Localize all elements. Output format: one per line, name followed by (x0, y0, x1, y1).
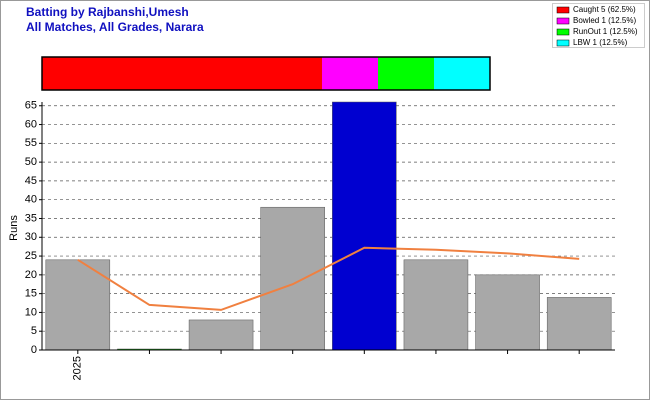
dismissal-segment (434, 57, 490, 90)
y-tick-label: 30 (25, 231, 37, 243)
dismissal-segment (322, 57, 378, 90)
dismissal-segment (42, 57, 322, 90)
dismissal-segment (378, 57, 434, 90)
bar (45, 259, 111, 351)
bar (332, 101, 397, 351)
y-tick-label: 45 (25, 175, 37, 187)
y-axis-label: Runs (8, 215, 20, 241)
legend-swatch (556, 28, 570, 36)
y-tick-label: 10 (25, 306, 37, 318)
y-tick-label: 55 (25, 137, 37, 149)
y-tick-label: 40 (25, 194, 37, 206)
chart-title: Batting by Rajbanshi,Umesh (26, 5, 189, 19)
legend-label: Bowled 1 (12.5%) (573, 16, 636, 25)
bar (260, 206, 325, 351)
legend-label: RunOut 1 (12.5%) (573, 27, 638, 36)
legend-label: Caught 5 (62.5%) (573, 5, 636, 14)
bar (475, 274, 540, 351)
legend-swatch (556, 39, 570, 47)
x-tick-label: 2025 (72, 356, 84, 380)
y-tick-label: 65 (25, 100, 37, 112)
y-tick-label: 25 (25, 250, 37, 262)
chart-subtitle: All Matches, All Grades, Narara (26, 20, 204, 34)
average-line (77, 246, 580, 311)
bar (546, 297, 612, 351)
y-tick-label: 35 (25, 212, 37, 224)
bar (188, 319, 254, 351)
legend-label: LBW 1 (12.5%) (573, 38, 628, 47)
y-tick-label: 60 (25, 118, 37, 130)
dismissal-border (41, 56, 491, 91)
legend-swatch (556, 17, 570, 25)
y-tick-label: 5 (31, 325, 37, 337)
y-tick-label: 0 (31, 344, 37, 356)
bar (403, 259, 469, 351)
y-tick-label: 20 (25, 269, 37, 281)
legend-swatch (556, 6, 570, 14)
y-tick-label: 15 (25, 288, 37, 300)
y-tick-label: 50 (25, 156, 37, 168)
